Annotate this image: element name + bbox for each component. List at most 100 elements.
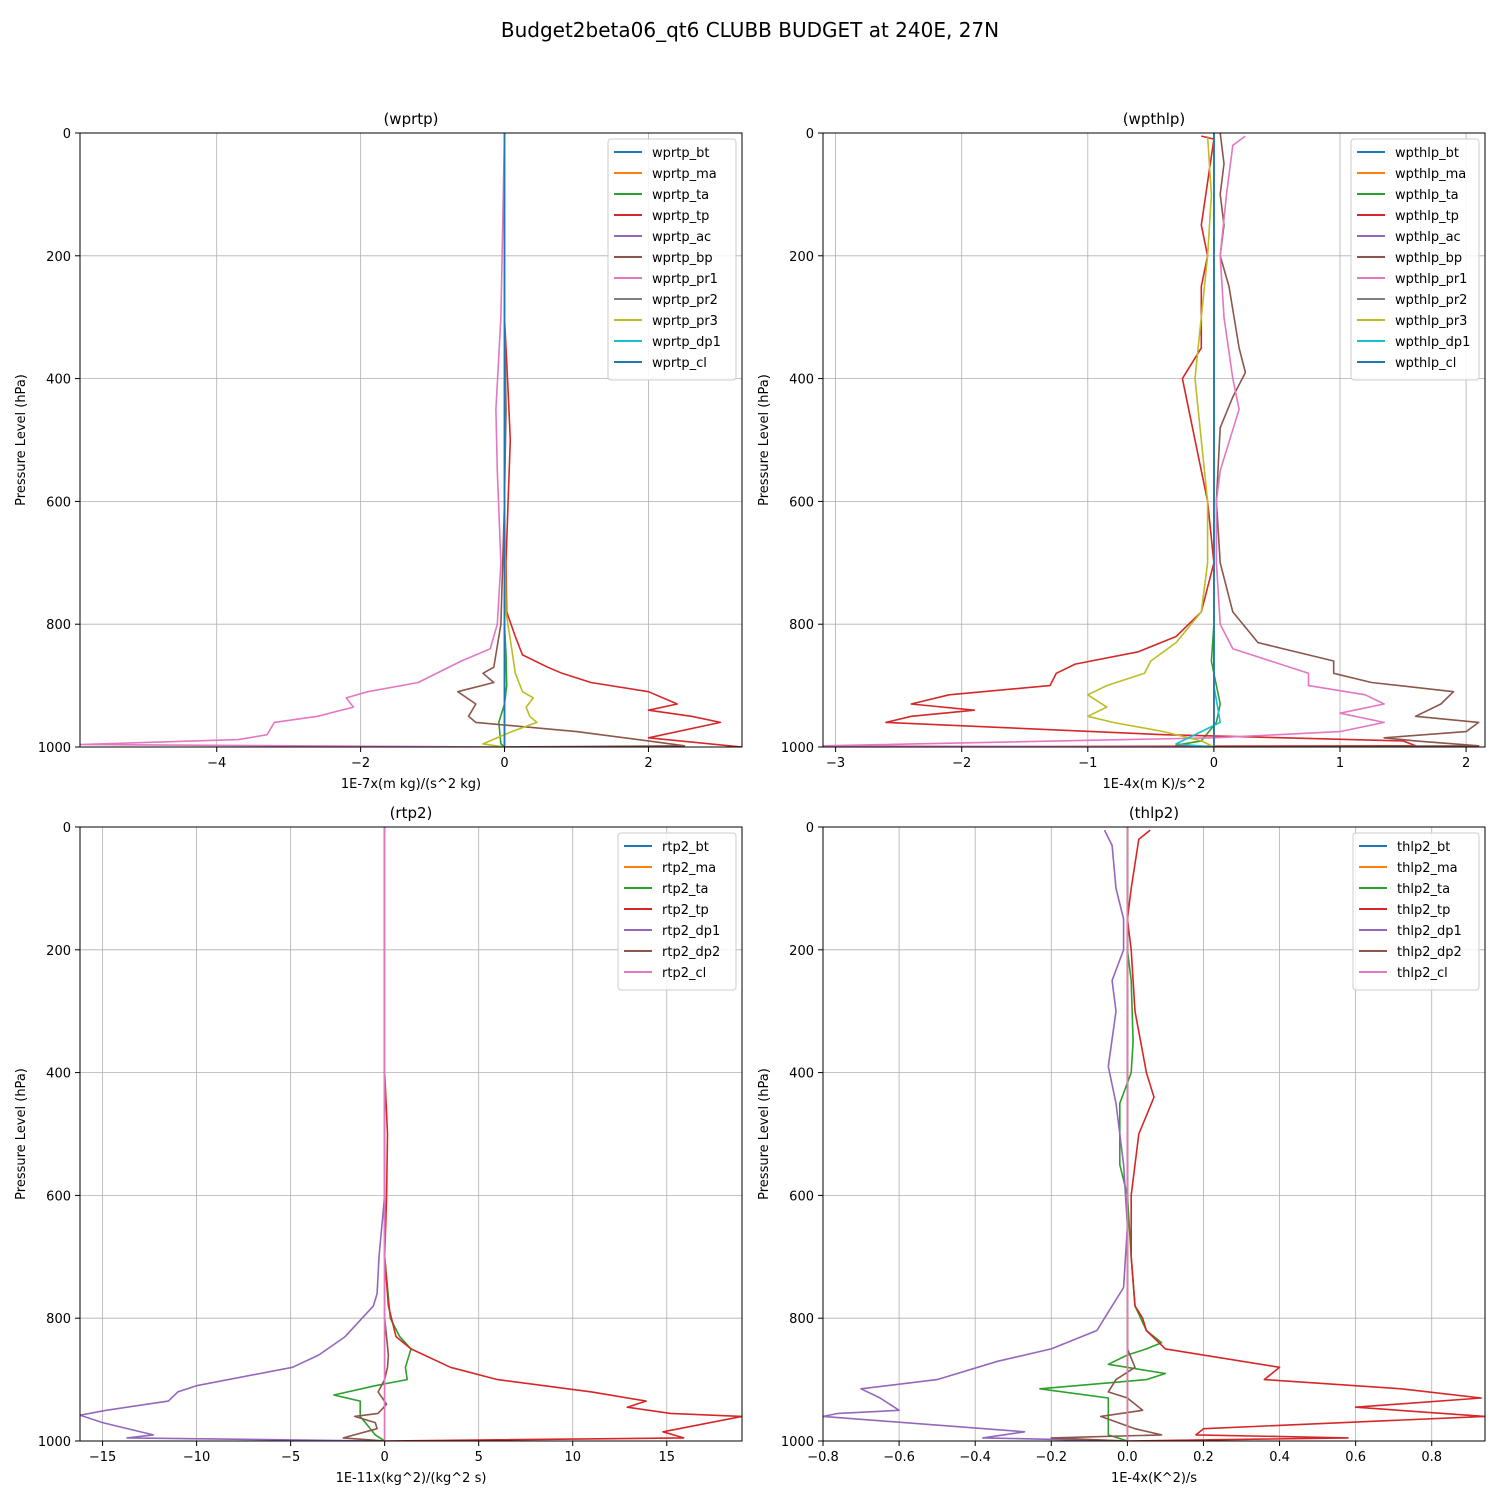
- legend-entry-thlp2_cl: thlp2_cl: [1397, 966, 1448, 981]
- y-tick-label: 1000: [781, 1435, 814, 1450]
- legend: thlp2_bt thlp2_ma thlp2_ta thlp2_tp thlp2_dp…: [1352, 832, 1480, 991]
- series-line-wpthlp_ta: [1175, 133, 1221, 747]
- legend: rtp2_bt rtp2_ma rtp2_ta rtp2_tp rtp2_dp1 rtp2…: [617, 832, 737, 991]
- x-tick-label: 5: [475, 1450, 483, 1465]
- y-axis-label: Pressure Level (hPa): [757, 374, 772, 506]
- y-tick-label: 600: [789, 495, 814, 510]
- legend-entry-wpthlp_tp: wpthlp_tp: [1395, 209, 1459, 224]
- x-tick-label: 0.0: [1117, 1450, 1138, 1465]
- chart-panel-1: −4 −2 0 2 0 200 400 600 800 1000 (wprtp) 1E-7x(m kg…: [14, 110, 743, 792]
- y-tick-label: 600: [46, 495, 71, 510]
- x-tick-label: 2: [1462, 756, 1470, 771]
- y-tick-label: 200: [46, 250, 71, 265]
- legend-entry-wpthlp_bp: wpthlp_bp: [1395, 251, 1462, 266]
- x-tick-label: 0.6: [1345, 1450, 1366, 1465]
- y-axis-label: Pressure Level (hPa): [757, 1068, 772, 1200]
- y-axis-label: Pressure Level (hPa): [14, 374, 29, 506]
- y-tick-label: 400: [46, 1067, 71, 1082]
- legend-entry-wpthlp_cl: wpthlp_cl: [1395, 356, 1456, 371]
- legend-entry-wprtp_bp: wprtp_bp: [652, 251, 713, 266]
- series-group: [823, 827, 1485, 1441]
- legend-entry-thlp2_bt: thlp2_bt: [1397, 840, 1450, 855]
- y-tick-label: 0: [806, 127, 814, 142]
- series-group: [823, 133, 1480, 747]
- legend-entry-rtp2_dp1: rtp2_dp1: [662, 924, 720, 939]
- y-tick-label: 400: [46, 373, 71, 388]
- y-tick-label: 400: [789, 373, 814, 388]
- y-axis-label: Pressure Level (hPa): [14, 1068, 29, 1200]
- legend-entry-wprtp_ac: wprtp_ac: [652, 230, 711, 245]
- legend-entry-wpthlp_ma: wpthlp_ma: [1395, 167, 1466, 182]
- series-line-thlp2_dp1: [823, 829, 1129, 1441]
- x-tick-label: −2: [351, 756, 370, 771]
- y-tick-label: 0: [63, 821, 71, 836]
- legend-entry-thlp2_tp: thlp2_tp: [1397, 903, 1450, 918]
- legend: wprtp_bt wprtp_ma wprtp_ta wprtp_tp wprtp_ac…: [607, 138, 737, 381]
- legend-entry-wprtp_pr2: wprtp_pr2: [652, 293, 718, 308]
- legend-entry-wpthlp_dp1: wpthlp_dp1: [1395, 335, 1470, 350]
- x-tick-label: 0: [381, 1450, 389, 1465]
- panel-title: (wpthlp): [1123, 110, 1186, 128]
- x-axis-label: 1E-11x(kg^2)/(kg^2 s): [336, 1471, 487, 1486]
- figure-title: Budget2beta06_qt6 CLUBB BUDGET at 240E, …: [501, 18, 999, 42]
- series-group: [80, 827, 742, 1441]
- x-tick-label: −1: [1078, 756, 1097, 771]
- x-axis-label: 1E-4x(m K)/s^2: [1103, 777, 1206, 792]
- y-tick-label: 200: [789, 944, 814, 959]
- series-line-wprtp_pr3: [482, 133, 538, 747]
- series-line-wpthlp_bp: [1213, 133, 1480, 747]
- legend-entry-rtp2_dp2: rtp2_dp2: [662, 945, 720, 960]
- series-line-wprtp_tp: [503, 133, 742, 747]
- legend: wpthlp_bt wpthlp_ma wpthlp_ta wpthlp_tpwpth…: [1350, 138, 1480, 381]
- x-tick-label: 0.4: [1269, 1450, 1290, 1465]
- x-tick-label: −0.6: [883, 1450, 915, 1465]
- chart-panel-2: −3 −2 −1 0 1 2 0 200 400 600 800 1000 (wpthlp) 1E-4x(…: [757, 110, 1486, 792]
- series-line-rtp2_dp2: [342, 827, 390, 1441]
- series-line-wpthlp_tp: [823, 135, 1417, 747]
- legend-entry-wpthlp_ac: wpthlp_ac: [1395, 230, 1461, 245]
- series-line-rtp2_ta: [333, 827, 412, 1441]
- legend-entry-wprtp_pr3: wprtp_pr3: [652, 314, 718, 329]
- legend-entry-wprtp_ta: wprtp_ta: [652, 188, 709, 203]
- y-tick-label: 0: [63, 127, 71, 142]
- legend-entry-thlp2_ta: thlp2_ta: [1397, 882, 1450, 897]
- y-tick-label: 800: [789, 618, 814, 633]
- y-tick-label: 800: [46, 618, 71, 633]
- chart-panel-3: −15 −10 −5 0 5 10 15 0 200 400 600 800 1000 (rtp2) 1E-…: [14, 804, 743, 1486]
- x-tick-label: −0.2: [1035, 1450, 1067, 1465]
- panel-title: (rtp2): [390, 804, 433, 822]
- x-tick-label: −4: [207, 756, 226, 771]
- x-tick-label: 0: [1210, 756, 1218, 771]
- series-group: [80, 133, 742, 747]
- x-tick-label: 0: [500, 756, 508, 771]
- legend-entry-wprtp_bt: wprtp_bt: [652, 146, 709, 161]
- legend-entry-wprtp_tp: wprtp_tp: [652, 209, 709, 224]
- legend-entry-rtp2_ma: rtp2_ma: [662, 861, 716, 876]
- x-tick-label: −10: [183, 1450, 210, 1465]
- series-line-wpthlp_pr1: [823, 135, 1385, 747]
- series-line-thlp2_tp: [1126, 829, 1485, 1441]
- legend-entry-rtp2_bt: rtp2_bt: [662, 840, 709, 855]
- chart-panel-4: −0.8 −0.6 −0.4 −0.2 0.0 0.2 0.4 0.6 0.8 0 200 400 60…: [757, 804, 1486, 1486]
- x-tick-label: 0.2: [1193, 1450, 1214, 1465]
- x-tick-label: −15: [89, 1450, 116, 1465]
- panel-title: (thlp2): [1129, 804, 1179, 822]
- legend-entry-wpthlp_pr3: wpthlp_pr3: [1395, 314, 1467, 329]
- series-line-rtp2_tp: [383, 827, 742, 1441]
- x-tick-label: 2: [644, 756, 652, 771]
- x-tick-label: −2: [952, 756, 971, 771]
- panel-title: (wprtp): [383, 110, 438, 128]
- legend-entry-wprtp_pr1: wprtp_pr1: [652, 272, 718, 287]
- x-tick-label: −0.4: [959, 1450, 991, 1465]
- y-tick-label: 600: [789, 1189, 814, 1204]
- series-line-wpthlp_pr3: [1087, 136, 1215, 747]
- legend-entry-rtp2_cl: rtp2_cl: [662, 966, 706, 981]
- y-tick-label: 1000: [38, 1435, 71, 1450]
- y-tick-label: 800: [46, 1312, 71, 1327]
- y-tick-label: 400: [789, 1067, 814, 1082]
- y-tick-label: 0: [806, 821, 814, 836]
- legend-entry-thlp2_dp2: thlp2_dp2: [1397, 945, 1462, 960]
- legend-entry-wprtp_dp1: wprtp_dp1: [652, 335, 721, 350]
- y-tick-label: 600: [46, 1189, 71, 1204]
